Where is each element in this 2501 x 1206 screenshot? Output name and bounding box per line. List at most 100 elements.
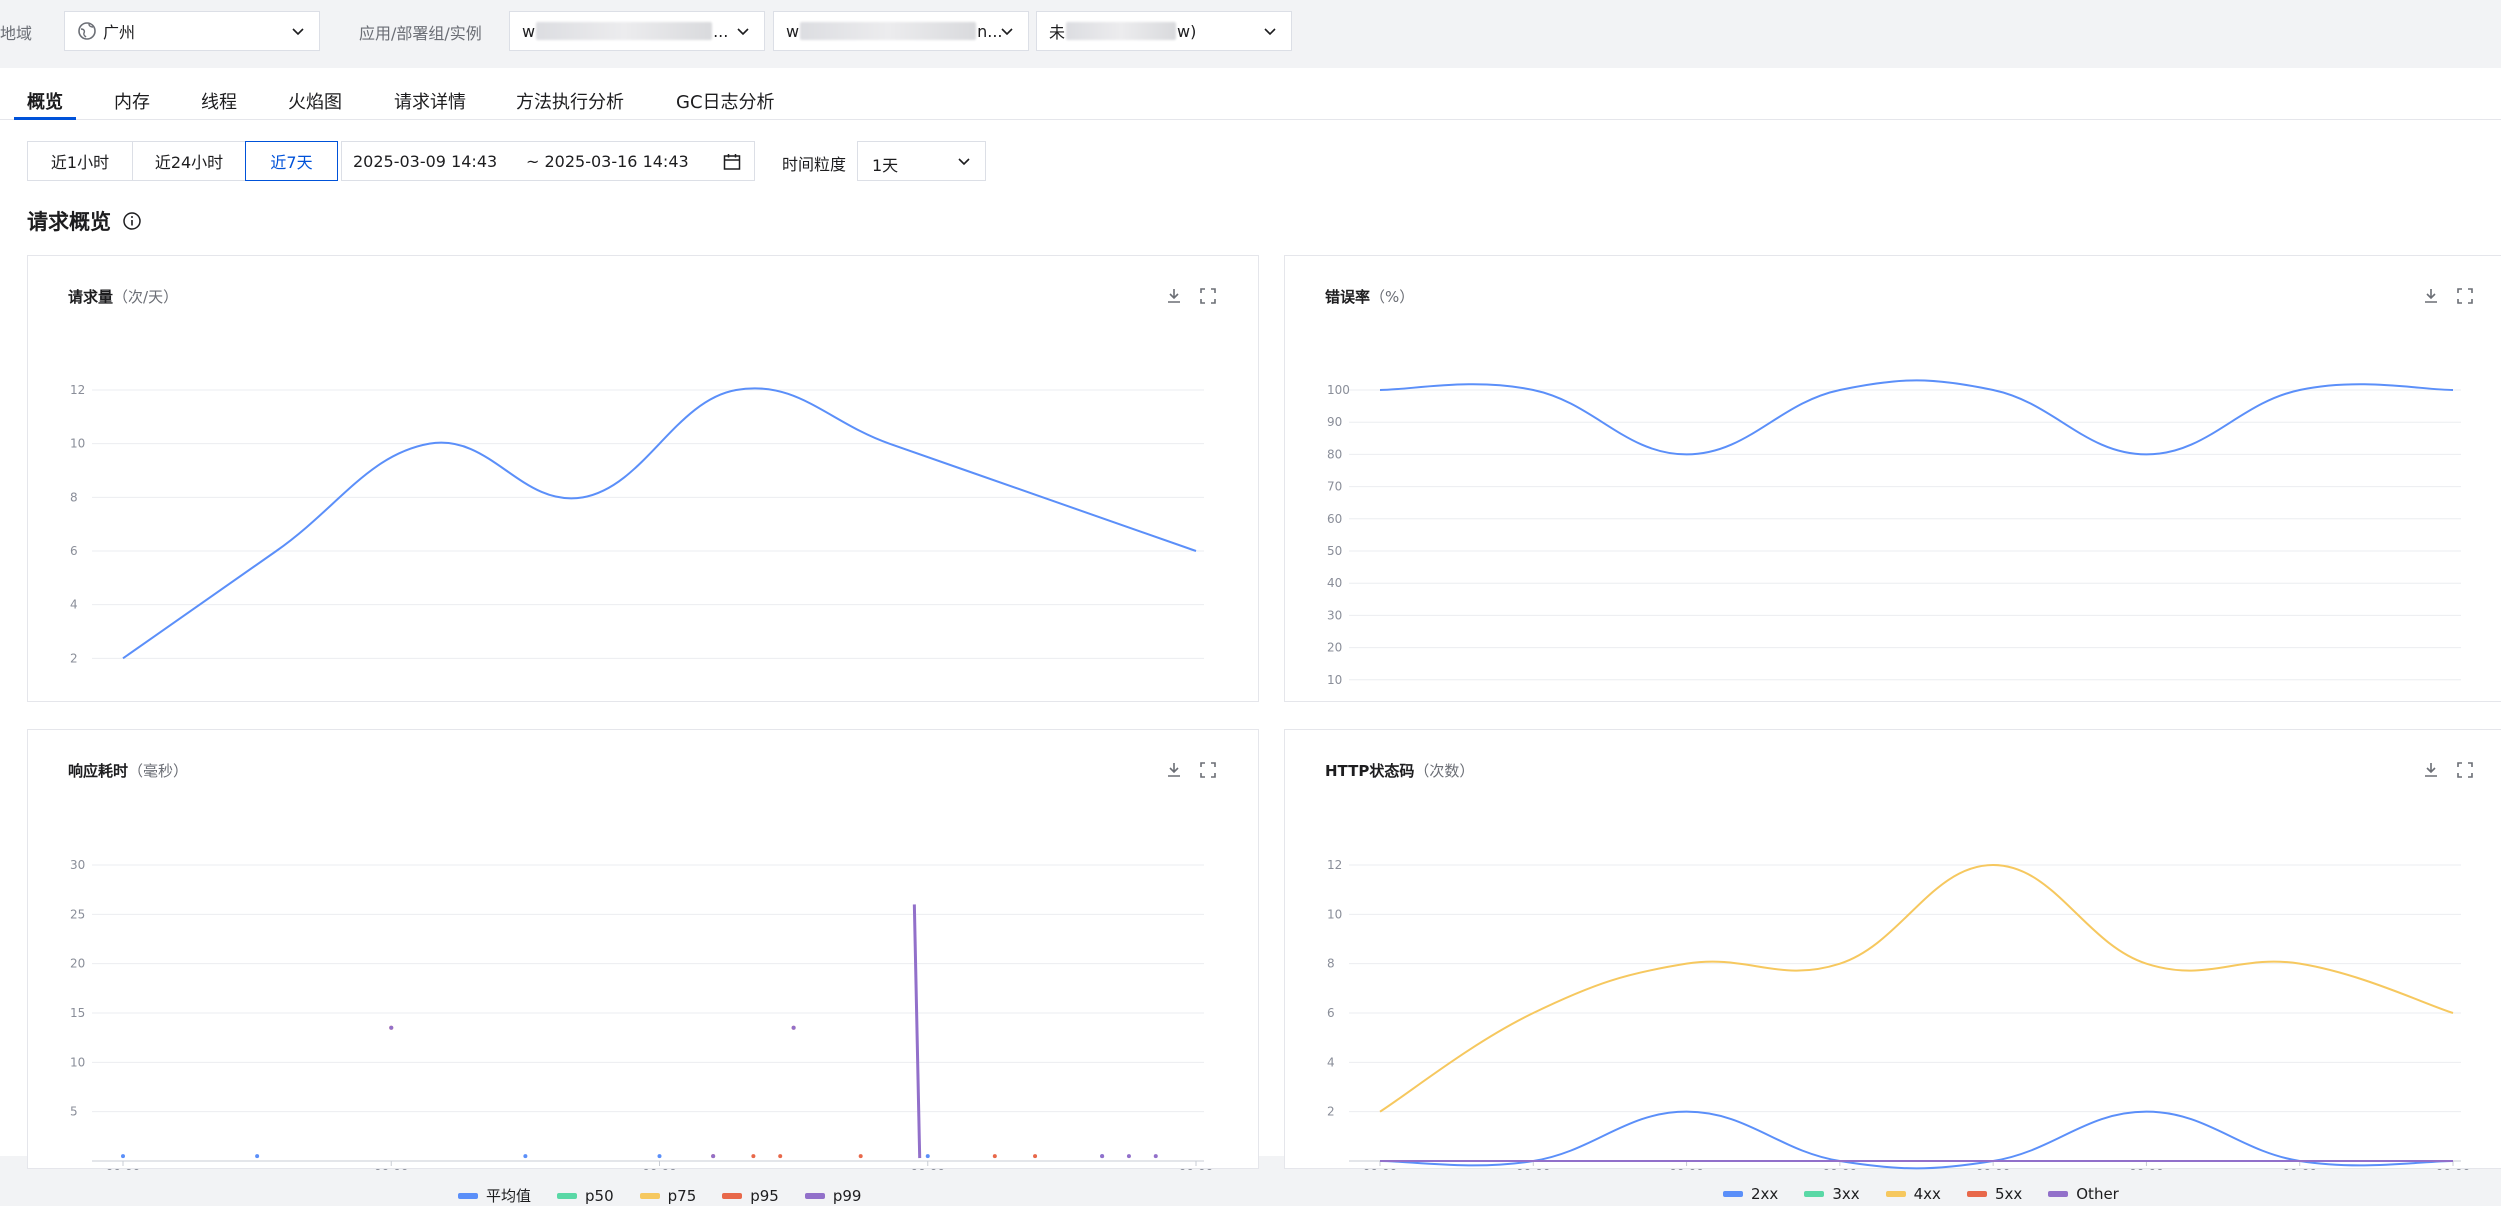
legend-swatch bbox=[722, 1192, 743, 1199]
y-tick-label: 60 bbox=[1327, 512, 1342, 526]
data-point bbox=[255, 1154, 260, 1159]
x-tick-label: 00:00 bbox=[106, 1167, 141, 1170]
download-icon[interactable] bbox=[1164, 286, 1184, 306]
chart-title-text: 响应耗时 bbox=[68, 762, 129, 780]
group-value-prefix: w bbox=[786, 21, 800, 41]
requests-chart: 2468101200:0000:0000:0000:0000:0000:0000… bbox=[70, 383, 1204, 665]
tab-gc-log[interactable]: GC日志分析 bbox=[676, 92, 775, 113]
y-tick-label: 30 bbox=[1327, 608, 1342, 622]
legend-item[interactable]: p75 bbox=[639, 1186, 697, 1205]
legend-swatch bbox=[804, 1192, 825, 1199]
legend-label: p75 bbox=[667, 1186, 697, 1205]
legend-label: 3xx bbox=[1832, 1185, 1860, 1203]
fullscreen-icon[interactable] bbox=[2455, 760, 2475, 780]
legend-item[interactable]: 4xx bbox=[1885, 1185, 1941, 1203]
app-value-prefix: w bbox=[522, 21, 536, 41]
download-icon[interactable] bbox=[2421, 286, 2441, 306]
y-tick-label: 100 bbox=[1327, 383, 1350, 397]
tab-memory[interactable]: 内存 bbox=[114, 92, 150, 113]
legend-swatch bbox=[639, 1192, 660, 1199]
y-tick-label: 4 bbox=[70, 598, 78, 612]
fullscreen-icon[interactable] bbox=[1198, 286, 1218, 306]
fullscreen-icon[interactable] bbox=[1198, 760, 1218, 780]
y-tick-label: 80 bbox=[1327, 447, 1342, 461]
legend-item[interactable]: 平均值 bbox=[458, 1185, 531, 1206]
tab-overview[interactable]: 概览 bbox=[27, 92, 63, 113]
y-tick-label: 70 bbox=[1327, 480, 1342, 494]
y-tick-label: 6 bbox=[1327, 1006, 1335, 1020]
chart-title-text: HTTP状态码 bbox=[1325, 762, 1415, 780]
tab-method-analysis[interactable]: 方法执行分析 bbox=[516, 92, 624, 113]
instance-value-prefix: 未 bbox=[1049, 23, 1066, 42]
legend-label: p99 bbox=[832, 1186, 862, 1205]
data-point bbox=[523, 1154, 528, 1159]
legend-item[interactable]: 5xx bbox=[1966, 1185, 2022, 1203]
download-icon[interactable] bbox=[2421, 760, 2441, 780]
y-tick-label: 10 bbox=[1327, 907, 1342, 921]
download-icon[interactable] bbox=[1164, 760, 1184, 780]
tab-request-details[interactable]: 请求详情 bbox=[394, 92, 466, 113]
tab-threads[interactable]: 线程 bbox=[201, 92, 237, 113]
granularity-value: 1天 bbox=[872, 156, 899, 175]
tab-flamegraph[interactable]: 火焰图 bbox=[288, 92, 342, 113]
data-point bbox=[1100, 1154, 1105, 1159]
legend-swatch bbox=[1966, 1191, 1987, 1197]
deploy-group-select[interactable]: w n... bbox=[773, 11, 1029, 51]
main-panel: 概览 内存 线程 火焰图 请求详情 方法执行分析 GC日志分析 近1小时 近24… bbox=[0, 68, 2501, 1205]
legend-item[interactable]: 2xx bbox=[1723, 1185, 1778, 1203]
calendar-icon[interactable] bbox=[722, 152, 742, 172]
legend-label: 2xx bbox=[1751, 1185, 1779, 1203]
chart-tools bbox=[1164, 286, 1218, 306]
chart-unit: （次数） bbox=[1414, 762, 1475, 780]
y-tick-label: 10 bbox=[1327, 673, 1342, 687]
range-24h-button[interactable]: 近24小时 bbox=[132, 141, 246, 181]
app-select[interactable]: w... bbox=[509, 11, 765, 51]
y-tick-label: 8 bbox=[70, 490, 78, 504]
chart-title: 请求量（次/天） bbox=[68, 286, 178, 307]
chart-title: HTTP状态码（次数） bbox=[1325, 760, 1474, 781]
latency-chart: 5 10 15 20 25 30 00:00 00:00 00:00 00:00 00:00 bbox=[70, 858, 1213, 1170]
x-tick-label: 00:00 bbox=[2436, 1167, 2471, 1170]
granularity-label: 时间粒度 bbox=[782, 155, 847, 174]
chevron-down-icon bbox=[737, 28, 749, 36]
region-value: 广州 bbox=[103, 23, 136, 42]
top-filter-bar: 地域 广州 应用/部署组/实例 w... w n... 未 w) bbox=[0, 0, 2501, 68]
series-line bbox=[1379, 379, 2454, 456]
instance-select[interactable]: 未 w) bbox=[1036, 11, 1292, 51]
range-1h-button[interactable]: 近1小时 bbox=[27, 141, 133, 181]
legend-item[interactable]: p50 bbox=[557, 1187, 614, 1205]
chart-unit: （毫秒） bbox=[128, 762, 189, 780]
legend-label: Other bbox=[2076, 1185, 2119, 1203]
chart-legend: 平均值 p50 p75 p95 p99 bbox=[458, 1185, 861, 1206]
x-tick-label: 00:00 bbox=[2282, 1167, 2317, 1170]
x-tick-label: 00:00 bbox=[642, 1167, 677, 1170]
error-rate-chart-card: 错误率（%） 10203040506070809010000:0000:0000… bbox=[1284, 255, 2501, 702]
info-icon[interactable] bbox=[122, 211, 142, 231]
x-tick-label: 00:00 bbox=[1363, 1167, 1398, 1170]
error-rate-chart: 10203040506070809010000:0000:0000:0000:0… bbox=[1327, 379, 2461, 687]
chart-legend: 2xx 3xx 4xx 5xx Other bbox=[1723, 1185, 2119, 1203]
legend-item[interactable]: p99 bbox=[804, 1186, 862, 1205]
legend-item[interactable]: Other bbox=[2048, 1185, 2119, 1203]
data-point bbox=[657, 1154, 662, 1159]
range-7d-button[interactable]: 近7天 bbox=[245, 141, 338, 181]
chevron-down-icon bbox=[1264, 28, 1276, 36]
legend-item[interactable]: p95 bbox=[722, 1187, 779, 1205]
y-tick-label: 90 bbox=[1327, 415, 1342, 429]
legend-label: 4xx bbox=[1913, 1185, 1941, 1203]
legend-label: p95 bbox=[750, 1186, 779, 1205]
date-range-picker[interactable]: 2025-03-09 14:43 ~ 2025-03-16 14:43 bbox=[341, 141, 755, 181]
region-select[interactable]: 广州 bbox=[64, 11, 320, 51]
y-tick-label: 40 bbox=[1327, 576, 1342, 590]
granularity-select[interactable]: 1天 bbox=[857, 141, 986, 181]
redacted-text bbox=[536, 22, 713, 40]
y-tick-label: 2 bbox=[1327, 1105, 1335, 1119]
y-tick-label: 30 bbox=[70, 858, 85, 872]
x-tick-label: 00:00 bbox=[1976, 1167, 2011, 1170]
y-tick-label: 10 bbox=[70, 1055, 85, 1069]
legend-item[interactable]: 3xx bbox=[1804, 1185, 1860, 1203]
chart-tools bbox=[2421, 760, 2475, 780]
fullscreen-icon[interactable] bbox=[2455, 286, 2475, 306]
x-tick-label: 00:00 bbox=[374, 1167, 409, 1170]
http-status-chart: 2 4 6 8 10 12 00:00 00:00 00:00 00:00 00:00 00:00 00… bbox=[1327, 858, 2471, 1170]
